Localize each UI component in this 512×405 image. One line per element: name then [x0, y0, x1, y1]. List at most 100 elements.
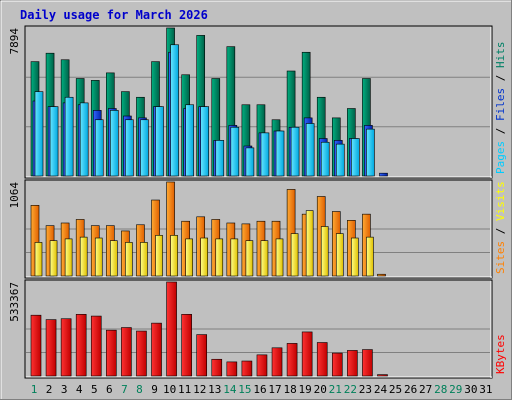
bar-pages-day-22 [351, 138, 360, 177]
bar-kbytes-day-24 [377, 374, 388, 377]
bar-pages-day-15 [245, 147, 255, 177]
bar-kbytes-day-23 [362, 349, 373, 377]
bar-pages-day-2 [49, 106, 59, 177]
x-tick-day-12: 12 [193, 383, 206, 396]
bar-pages-day-17 [275, 130, 285, 177]
x-tick-day-27: 27 [419, 383, 432, 396]
x-tick-day-11: 11 [178, 383, 191, 396]
bar-kbytes-day-14 [226, 361, 238, 377]
bar-kbytes-day-16 [256, 354, 268, 377]
legend: KBytes [494, 334, 507, 374]
x-tick-day-17: 17 [268, 383, 281, 396]
bar-kbytes-day-4 [75, 314, 87, 377]
bar-sites-day-6 [110, 240, 118, 277]
bar-pages-day-14 [230, 126, 240, 177]
legend-entry: / [494, 221, 507, 241]
legend-entry: Hits [494, 42, 507, 69]
y-max-label: 1064 [8, 182, 21, 209]
bar-kbytes-day-19 [301, 331, 313, 377]
bar-sites-day-17 [275, 238, 284, 277]
bar-kbytes-day-10 [166, 281, 177, 377]
bar-sites-day-20 [320, 226, 329, 277]
bar-sites-day-13 [215, 238, 224, 277]
legend: Sites / Visits [494, 181, 507, 274]
legend-entry: Files [494, 88, 507, 121]
x-tick-day-22: 22 [344, 383, 357, 396]
x-tick-day-29: 29 [449, 383, 462, 396]
x-tick-day-31: 31 [479, 383, 492, 396]
bar-kbytes-day-2 [45, 319, 57, 377]
series-sites [34, 210, 374, 277]
bar-kbytes-day-20 [316, 342, 328, 377]
x-tick-day-13: 13 [208, 383, 221, 396]
x-tick-day-3: 3 [61, 383, 68, 396]
bar-kbytes-day-11 [181, 314, 192, 377]
legend-entry: / [494, 121, 507, 141]
bar-sites-day-19 [305, 210, 314, 277]
x-tick-day-14: 14 [223, 383, 237, 396]
bar-pages-day-18 [290, 126, 300, 177]
bar-pages-day-10 [170, 44, 179, 177]
bar-sites-day-12 [200, 237, 209, 277]
bar-sites-day-15 [245, 240, 254, 277]
bar-sites-day-4 [79, 236, 88, 277]
bar-sites-day-18 [290, 233, 299, 277]
x-tick-day-19: 19 [299, 383, 312, 396]
bar-files-day-24 [379, 172, 388, 177]
x-tick-day-26: 26 [404, 383, 417, 396]
x-tick-day-2: 2 [46, 383, 53, 396]
legend-entry: KBytes [494, 334, 507, 374]
bar-kbytes-day-9 [151, 322, 162, 377]
bar-visits-day-24 [377, 273, 386, 277]
x-tick-day-15: 15 [238, 383, 251, 396]
legend-entry: / [494, 68, 507, 88]
bar-pages-day-23 [366, 128, 375, 177]
x-tick-day-30: 30 [464, 383, 477, 396]
bar-sites-day-7 [125, 242, 133, 277]
bar-pages-day-6 [110, 110, 119, 177]
bar-kbytes-day-8 [136, 330, 147, 377]
bar-pages-day-5 [94, 119, 104, 177]
chart-title: Daily usage for March 2026 [20, 8, 208, 22]
x-tick-day-24: 24 [374, 383, 388, 396]
bar-sites-day-21 [335, 233, 344, 277]
bar-sites-day-16 [260, 240, 269, 277]
x-tick-day-1: 1 [31, 383, 38, 396]
bar-kbytes-day-7 [121, 327, 132, 377]
bar-pages-day-12 [200, 106, 210, 177]
bar-sites-day-2 [49, 240, 58, 277]
bar-kbytes-day-21 [331, 352, 343, 377]
bar-pages-day-21 [335, 143, 345, 177]
bar-sites-day-1 [34, 242, 43, 277]
bar-kbytes-day-3 [60, 318, 72, 377]
bar-pages-day-16 [260, 132, 270, 177]
legend-entry: Visits [494, 181, 507, 221]
x-tick-day-5: 5 [91, 383, 98, 396]
x-tick-day-8: 8 [136, 383, 143, 396]
bar-sites-day-5 [94, 237, 103, 277]
series-kbytes [30, 281, 388, 377]
legend: Pages / Files / Hits [494, 42, 507, 175]
bar-pages-day-13 [215, 140, 225, 177]
panel-3: 533367 KBytes [8, 279, 507, 379]
bar-kbytes-day-18 [286, 343, 298, 377]
x-tick-day-23: 23 [359, 383, 372, 396]
x-tick-day-9: 9 [151, 383, 158, 396]
x-tick-day-20: 20 [314, 383, 327, 396]
x-tick-day-4: 4 [76, 383, 83, 396]
bar-sites-day-10 [170, 235, 178, 277]
bar-sites-day-23 [366, 236, 374, 277]
bar-pages-day-11 [185, 104, 194, 177]
x-tick-day-10: 10 [163, 383, 176, 396]
bar-pages-day-4 [79, 102, 89, 177]
bar-pages-day-19 [305, 123, 315, 177]
bar-kbytes-day-12 [196, 334, 208, 377]
bar-kbytes-day-13 [211, 358, 223, 377]
bar-sites-day-11 [185, 238, 193, 277]
x-tick-day-25: 25 [389, 383, 402, 396]
bar-kbytes-day-15 [241, 360, 253, 377]
bar-kbytes-day-22 [347, 350, 358, 377]
panel-1: 7894 Pages / Files / Hits [8, 25, 507, 179]
x-tick-day-18: 18 [283, 383, 296, 396]
